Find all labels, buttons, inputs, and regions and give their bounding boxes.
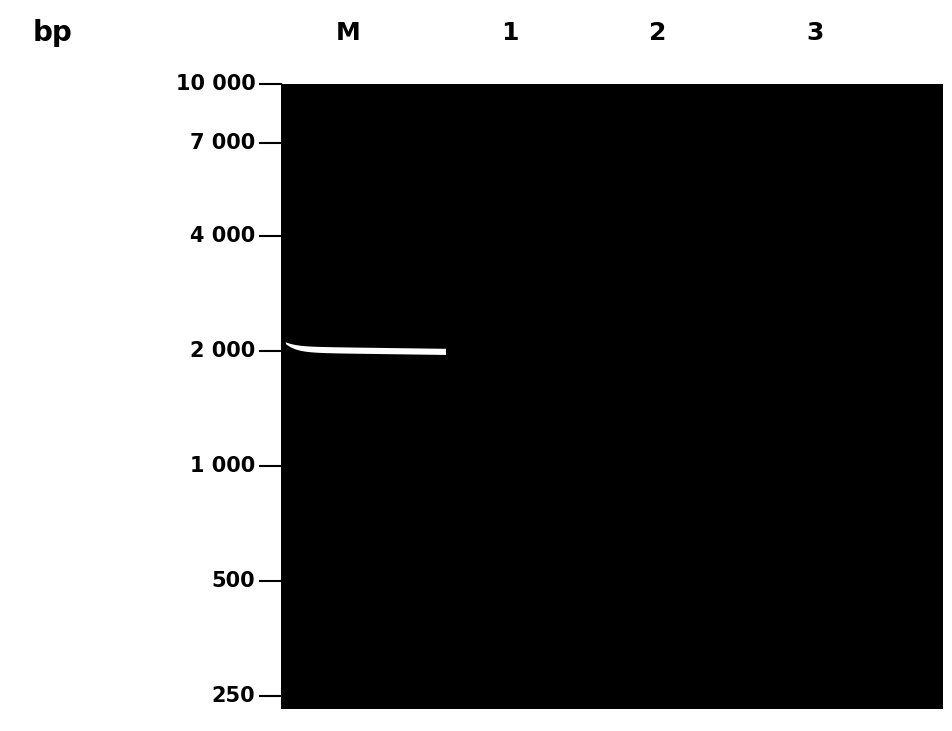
Text: 2 000: 2 000 <box>190 341 255 361</box>
Text: 1: 1 <box>501 21 518 45</box>
Text: 4 000: 4 000 <box>190 226 255 246</box>
Text: 3: 3 <box>805 21 823 45</box>
Text: 500: 500 <box>211 571 255 591</box>
Text: 250: 250 <box>211 686 255 706</box>
Text: 10 000: 10 000 <box>175 74 255 94</box>
Bar <box>281 84 942 709</box>
Text: 2: 2 <box>648 21 665 45</box>
Text: bp: bp <box>32 19 72 47</box>
Text: M: M <box>335 21 360 45</box>
Text: 1 000: 1 000 <box>190 456 255 476</box>
Polygon shape <box>286 342 446 355</box>
Text: 7 000: 7 000 <box>190 133 255 154</box>
